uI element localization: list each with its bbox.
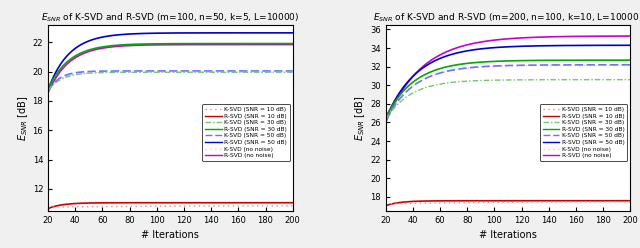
Y-axis label: $E_{SNR}$ [dB]: $E_{SNR}$ [dB] [353,95,367,141]
Title: $E_{SNR}$ of K-SVD and R-SVD (m=100, n=50, k=5, L=10000): $E_{SNR}$ of K-SVD and R-SVD (m=100, n=5… [41,12,300,24]
Y-axis label: $E_{SNR}$ [dB]: $E_{SNR}$ [dB] [16,95,29,141]
Title: $E_{SNR}$ of K-SVD and R-SVD (m=200, n=100, k=10, L=10000): $E_{SNR}$ of K-SVD and R-SVD (m=200, n=1… [373,12,640,24]
X-axis label: # Iterations: # Iterations [141,230,199,240]
Legend: K-SVD (SNR = 10 dB), R-SVD (SNR = 10 dB), K-SVD (SNR = 30 dB), R-SVD (SNR = 30 d: K-SVD (SNR = 10 dB), R-SVD (SNR = 10 dB)… [202,104,290,161]
Legend: K-SVD (SNR = 10 dB), R-SVD (SNR = 10 dB), K-SVD (SNR = 30 dB), R-SVD (SNR = 30 d: K-SVD (SNR = 10 dB), R-SVD (SNR = 10 dB)… [540,104,627,161]
X-axis label: # Iterations: # Iterations [479,230,537,240]
